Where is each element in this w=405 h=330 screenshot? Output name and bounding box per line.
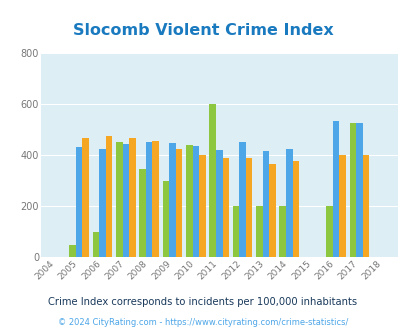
Bar xyxy=(122,144,129,257)
Bar xyxy=(139,169,145,257)
Bar xyxy=(222,158,228,257)
Bar xyxy=(325,206,332,257)
Bar xyxy=(339,155,345,257)
Bar xyxy=(362,155,368,257)
Bar xyxy=(82,139,89,257)
Bar xyxy=(162,181,169,257)
Text: © 2024 CityRating.com - https://www.cityrating.com/crime-statistics/: © 2024 CityRating.com - https://www.city… xyxy=(58,318,347,327)
Bar xyxy=(92,232,99,257)
Bar xyxy=(105,136,112,257)
Bar xyxy=(185,145,192,257)
Bar xyxy=(349,123,355,257)
Bar xyxy=(99,149,105,257)
Bar xyxy=(279,206,285,257)
Bar xyxy=(215,150,222,257)
Bar xyxy=(192,146,199,257)
Text: Crime Index corresponds to incidents per 100,000 inhabitants: Crime Index corresponds to incidents per… xyxy=(48,297,357,307)
Bar xyxy=(292,161,298,257)
Bar xyxy=(116,142,122,257)
Bar xyxy=(69,245,76,257)
Bar xyxy=(232,206,239,257)
Bar xyxy=(355,123,362,257)
Text: Slocomb Violent Crime Index: Slocomb Violent Crime Index xyxy=(72,23,333,38)
Bar xyxy=(256,206,262,257)
Bar xyxy=(285,149,292,257)
Bar xyxy=(269,164,275,257)
Bar xyxy=(129,139,135,257)
Bar xyxy=(145,142,152,257)
Bar xyxy=(199,155,205,257)
Bar xyxy=(239,142,245,257)
Bar xyxy=(175,149,182,257)
Bar xyxy=(209,104,215,257)
Bar xyxy=(245,158,252,257)
Bar xyxy=(169,143,175,257)
Bar xyxy=(332,120,339,257)
Bar xyxy=(262,151,269,257)
Bar xyxy=(152,141,159,257)
Bar xyxy=(76,148,82,257)
